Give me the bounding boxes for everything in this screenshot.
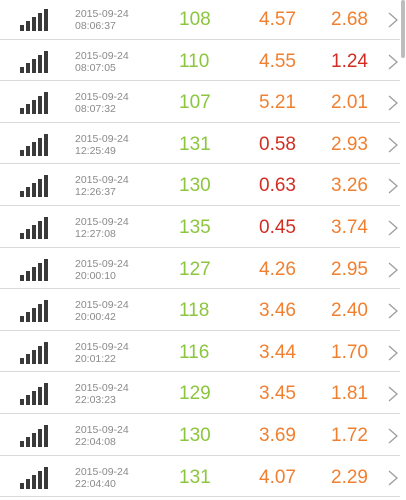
signal-bars-icon [20, 133, 51, 156]
item-time: 22:04:40 [75, 477, 116, 490]
chevron-right-icon[interactable] [386, 428, 400, 444]
item-value-1: 135 [179, 216, 211, 238]
item-time: 20:00:10 [75, 269, 116, 282]
item-date: 2015-09-24 [75, 91, 129, 104]
signal-bars-icon [20, 258, 51, 281]
list-item[interactable]: 2015-09-24 08:07:05 110 4.55 1.24 [0, 39, 400, 82]
item-date: 2015-09-24 [75, 465, 129, 478]
signal-bars-icon [20, 466, 51, 489]
signal-bars-icon [20, 9, 51, 31]
chevron-right-icon[interactable] [386, 137, 400, 153]
item-date: 2015-09-24 [75, 382, 129, 395]
item-value-1: 116 [179, 341, 210, 363]
chevron-right-icon[interactable] [386, 54, 400, 70]
signal-bars-icon [20, 300, 51, 323]
item-time: 20:00:42 [75, 311, 116, 324]
list-item[interactable]: 2015-09-24 22:03:23 129 3.45 1.81 [0, 372, 400, 414]
item-value-1: 118 [179, 300, 210, 322]
list-item[interactable]: 2015-09-24 20:00:42 118 3.46 2.40 [0, 289, 400, 331]
list-item[interactable]: 2015-09-24 12:27:08 135 0.45 3.74 [0, 205, 400, 248]
chevron-right-icon[interactable] [386, 470, 400, 486]
item-time: 12:26:37 [75, 186, 116, 199]
item-value-3: 3.26 [331, 175, 368, 197]
item-date: 2015-09-24 [75, 8, 129, 20]
item-value-3: 2.40 [331, 300, 368, 322]
item-value-1: 130 [179, 175, 211, 197]
chevron-right-icon[interactable] [386, 303, 400, 319]
item-value-2: 4.26 [259, 258, 296, 280]
item-value-3: 1.70 [331, 341, 368, 363]
signal-bars-icon [20, 92, 51, 115]
item-date: 2015-09-24 [75, 257, 129, 270]
item-value-3: 1.24 [331, 50, 368, 72]
item-value-2: 3.44 [259, 341, 296, 363]
item-value-3: 1.72 [331, 424, 368, 446]
item-date: 2015-09-24 [75, 423, 129, 436]
item-time: 22:04:08 [75, 435, 116, 448]
item-date: 2015-09-24 [75, 340, 129, 353]
list-item[interactable]: 2015-09-24 20:00:10 127 4.26 2.95 [0, 247, 400, 290]
signal-bars-icon [20, 50, 51, 73]
item-value-3: 1.81 [331, 383, 368, 405]
item-value-1: 107 [179, 92, 211, 114]
scrollbar[interactable] [401, 0, 405, 58]
signal-bars-icon [20, 424, 51, 447]
item-date: 2015-09-24 [75, 132, 129, 145]
chevron-right-icon[interactable] [386, 345, 400, 361]
chevron-right-icon[interactable] [386, 220, 400, 236]
item-value-2: 3.45 [259, 383, 296, 405]
item-time: 08:07:32 [75, 103, 116, 116]
item-time: 12:27:08 [75, 227, 116, 240]
item-time: 08:06:37 [75, 20, 116, 32]
item-value-3: 2.93 [331, 133, 368, 155]
item-value-3: 2.68 [331, 9, 368, 30]
item-value-1: 131 [179, 133, 211, 155]
item-value-1: 127 [179, 258, 211, 280]
item-time: 12:25:49 [75, 144, 116, 157]
signal-bars-icon [20, 216, 51, 239]
item-value-2: 3.46 [259, 300, 296, 322]
chevron-right-icon[interactable] [386, 386, 400, 402]
item-value-2: 3.69 [259, 424, 296, 446]
item-value-1: 131 [179, 466, 211, 488]
item-value-2: 0.45 [259, 216, 296, 238]
chevron-right-icon[interactable] [386, 12, 400, 28]
item-time: 08:07:05 [75, 61, 116, 74]
item-value-3: 3.74 [331, 216, 368, 238]
item-value-1: 130 [179, 424, 211, 446]
item-date: 2015-09-24 [75, 215, 129, 228]
chevron-right-icon[interactable] [386, 95, 400, 111]
item-value-1: 129 [179, 383, 211, 405]
list-item[interactable]: 2015-09-24 08:07:32 107 5.21 2.01 [0, 81, 400, 123]
item-date: 2015-09-24 [75, 49, 129, 62]
list-item[interactable]: 2015-09-24 22:04:40 131 4.07 2.29 [0, 455, 400, 498]
item-value-2: 5.21 [259, 92, 296, 114]
list-item[interactable]: 2015-09-24 12:26:37 130 0.63 3.26 [0, 164, 400, 206]
list-item[interactable]: 2015-09-24 20:01:22 116 3.44 1.70 [0, 330, 400, 373]
item-time: 22:03:23 [75, 394, 116, 407]
item-date: 2015-09-24 [75, 299, 129, 312]
item-date: 2015-09-24 [75, 174, 129, 187]
list-item[interactable]: 2015-09-24 08:06:37 108 4.57 2.68 [0, 0, 400, 40]
item-time: 20:01:22 [75, 352, 116, 365]
item-value-3: 2.29 [331, 466, 368, 488]
item-value-1: 108 [179, 9, 211, 30]
item-value-1: 110 [179, 50, 210, 72]
list-item[interactable]: 2015-09-24 12:25:49 131 0.58 2.93 [0, 122, 400, 165]
item-value-2: 0.58 [259, 133, 296, 155]
item-value-3: 2.01 [331, 92, 368, 114]
item-value-3: 2.95 [331, 258, 368, 280]
item-value-2: 4.57 [259, 9, 296, 30]
item-value-2: 4.07 [259, 466, 296, 488]
signal-bars-icon [20, 341, 51, 364]
chevron-right-icon[interactable] [386, 262, 400, 278]
item-value-2: 0.63 [259, 175, 296, 197]
signal-bars-icon [20, 383, 51, 406]
item-value-2: 4.55 [259, 50, 296, 72]
list-item[interactable]: 2015-09-24 22:04:08 130 3.69 1.72 [0, 413, 400, 456]
chevron-right-icon[interactable] [386, 178, 400, 194]
signal-bars-icon [20, 175, 51, 198]
